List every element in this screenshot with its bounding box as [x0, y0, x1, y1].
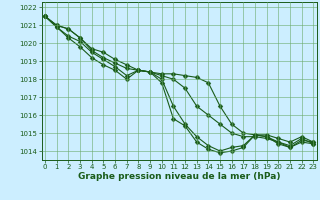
- X-axis label: Graphe pression niveau de la mer (hPa): Graphe pression niveau de la mer (hPa): [78, 172, 280, 181]
